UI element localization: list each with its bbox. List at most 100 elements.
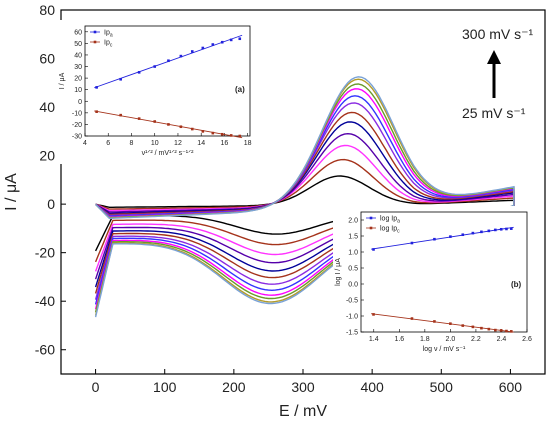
inset-a-point-a [220,40,224,44]
inset-a-y-tick-label: -30 [72,134,82,141]
inset-b-x-tick-label: 2.0 [446,336,456,343]
inset-b-x-tick-label: 1.8 [420,336,430,343]
annotation-300-mvs: 300 mV s⁻¹ [462,26,534,42]
main-x-tick-label: 500 [430,379,454,395]
main-y-tick-label: -60 [35,342,55,358]
inset-b-point-a [480,230,483,234]
inset-a-point-c [201,130,205,133]
inset-a-x-tick-label: 14 [197,140,205,147]
inset-b-y-tick-label: 0.5 [348,266,358,273]
inset-b-point-a [499,227,503,231]
inset-a-y-tick-label: -20 [72,122,82,129]
main-x-tick-label: 0 [92,379,100,395]
inset-b-point-c [449,322,452,325]
inset-b-panel-label: (b) [511,280,522,289]
main-y-tick-label: 20 [39,148,55,164]
main-curves [94,76,515,318]
inset-a-panel-label: (a) [235,85,245,94]
inset-a-background [57,20,258,164]
inset-b-point-c [499,329,503,332]
inset-a-point-c [190,127,194,131]
inset-b-point-a [509,227,513,230]
inset-a-point-c [137,117,141,120]
inset-a-point-c [238,134,242,138]
inset-b-x-tick-label: 2.6 [522,336,532,343]
inset-b-legend-label-c: log Ipc [380,226,400,235]
main-y-tick-label: 60 [39,51,55,67]
inset-a-point-c [220,132,224,136]
inset-b-point-c [372,313,375,316]
inset-b-point-a [494,228,497,232]
inset-b-point-a [449,235,452,238]
inset-a-point-a [179,54,183,58]
cv-curve-12 [94,76,515,318]
inset-a: 4 6 8 10 12 14 16 18 -30 -20 -10 0 10 20 30 40 50 60 ν¹ᐟ² … [57,20,258,164]
inset-b-point-c [471,325,475,329]
inset-a-y-tick-label: 20 [74,76,82,83]
inset-b-point-c [461,324,465,327]
inset-a-point-a [119,77,122,81]
inset-b-point-a [433,237,436,241]
inset-b-y-tick-label: 1.5 [348,234,358,241]
inset-b-frame [360,211,528,333]
inset-b-y-tick-label: 0.0 [348,282,358,289]
inset-a-point-c [179,125,183,129]
inset-b-y-tick-label: 2.0 [348,218,358,225]
inset-b-legend-label-a: log Ipa [380,216,400,225]
inset-b-point-c [505,329,508,333]
inset-a-x-tick-label: 10 [151,140,159,147]
inset-b-point-a [372,248,375,251]
inset-a-point-a [167,59,170,63]
inset-b-y-tick-label: 1.0 [348,250,358,257]
inset-b-y-tick-label: -0.5 [346,298,358,305]
inset-b-point-c [509,330,513,333]
inset-b-point-a [505,227,508,231]
main-x-tick-label: 100 [153,379,177,395]
inset-b-x-tick-label: 1.4 [369,336,379,343]
inset-b-legend-swatch-a [369,216,373,220]
inset-a-y-tick-label: 10 [74,87,82,94]
inset-b-x-axis-title: log ν / mV s⁻¹ [423,346,466,353]
inset-b: 1.4 1.6 1.8 2.0 2.2 2.4 2.6 -1.5 -1.0 -0.5 0.0 0.5 1… [333,206,535,360]
inset-b-y-tick-label: -1.5 [346,330,358,337]
inset-a-legend-swatch-a [93,30,97,34]
inset-a-point-c [211,131,215,135]
main-y-tick-label: -20 [35,245,55,261]
inset-a-point-a [211,43,215,46]
inset-b-y-axis-title: log I / μA [335,258,342,286]
inset-b-point-a [471,231,475,235]
inset-a-x-tick-label: 18 [244,140,252,147]
inset-a-y-axis-title: I / μA [59,72,66,89]
inset-a-y-tick-label: 40 [74,52,82,59]
inset-a-point-a [190,50,194,53]
inset-b-x-tick-label: 2.4 [497,336,507,343]
inset-a-point-a [153,65,157,68]
inset-a-point-a [137,71,141,74]
main-y-tick-label: -40 [35,293,55,309]
inset-a-x-tick-label: 6 [106,140,110,147]
main-y-axis-title: I / μA [3,173,20,211]
inset-b-legend-swatch-c [369,226,373,230]
inset-a-x-axis-title: ν¹ᐟ² / mV¹ᐟ² s⁻¹ᐟ² [142,150,195,157]
inset-a-x-tick-label: 8 [130,140,134,147]
main-x-tick-label: 400 [360,379,384,395]
inset-a-y-tick-label: 50 [74,41,82,48]
inset-b-point-c [487,327,491,331]
inset-a-y-tick-label: -10 [72,110,82,117]
scan-rate-arrow-icon [487,50,501,98]
inset-a-x-tick-label: 16 [221,140,229,147]
main-x-axis-title: E / mV [279,403,327,420]
inset-b-x-tick-label: 1.6 [394,336,404,343]
annotation-25-mvs: 25 mV s⁻¹ [462,105,526,121]
inset-b-point-c [410,317,414,320]
inset-a-point-a [95,86,98,89]
inset-b-x-tick-label: 2.2 [471,336,481,343]
main-x-tick-label: 200 [222,379,246,395]
inset-a-y-tick-label: 60 [74,29,82,36]
main-x-tick-label: 600 [499,379,523,395]
inset-b-point-a [461,233,465,237]
inset-a-x-tick-label: 12 [174,140,182,147]
inset-a-point-a [229,38,233,42]
inset-a-frame [84,25,251,137]
